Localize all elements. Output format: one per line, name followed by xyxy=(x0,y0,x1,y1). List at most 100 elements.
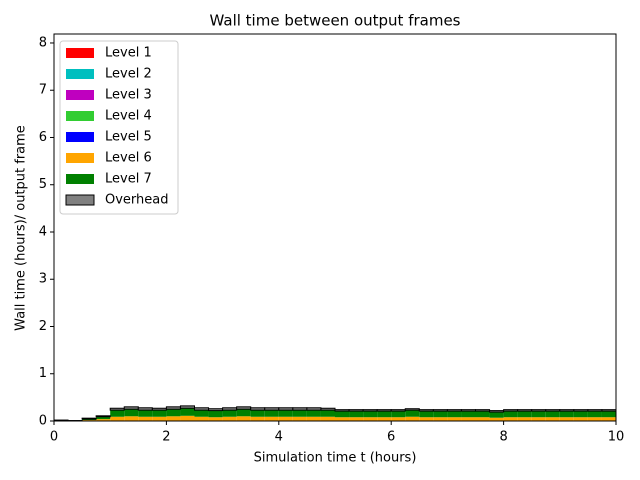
bar-segment xyxy=(96,416,111,420)
bar-segment xyxy=(278,410,293,417)
bar-segment xyxy=(349,411,364,418)
bar-segment xyxy=(503,417,518,421)
bar-segment xyxy=(96,419,111,421)
bar-segment xyxy=(587,417,602,421)
legend-label: Level 2 xyxy=(105,67,152,82)
bar-segment xyxy=(152,416,167,421)
bar-segment xyxy=(601,417,616,421)
legend-swatch xyxy=(66,132,94,142)
x-tick-label: 10 xyxy=(608,430,625,445)
bar-segment xyxy=(208,410,223,418)
bar-segment xyxy=(573,417,588,421)
bar-segment xyxy=(475,409,491,412)
bar-segment xyxy=(194,410,209,417)
bar-segment xyxy=(489,417,504,421)
x-tick-label: 6 xyxy=(387,430,395,445)
bar-segment xyxy=(278,407,294,411)
bar-segment xyxy=(334,409,350,412)
y-tick-label: 0 xyxy=(39,414,47,429)
bar-segment xyxy=(166,409,181,417)
bar-segment xyxy=(123,406,139,410)
bar-segment xyxy=(545,409,561,412)
bar-segment xyxy=(419,411,434,418)
bar-segment xyxy=(446,409,462,412)
bar-segment xyxy=(404,408,420,411)
bar-segment xyxy=(152,410,167,417)
bar-segment xyxy=(517,409,533,412)
bar-segment xyxy=(250,407,266,411)
bar-segment xyxy=(447,411,462,418)
plot-frame xyxy=(53,33,617,422)
bar-segment xyxy=(306,416,321,421)
bar-segment xyxy=(222,410,237,417)
y-tick-label: 4 xyxy=(39,224,47,239)
bar-segment xyxy=(320,410,335,417)
bar-segment xyxy=(573,411,588,418)
bar-segment xyxy=(489,412,504,418)
x-tick-label: 0 xyxy=(50,430,58,445)
bar-segment xyxy=(545,417,560,421)
bar-segment xyxy=(110,416,125,421)
legend-label: Level 5 xyxy=(105,130,152,145)
bar-segment xyxy=(349,417,364,421)
legend-label: Level 1 xyxy=(105,46,152,61)
bar-segment xyxy=(236,416,251,421)
bar-segment xyxy=(335,411,350,418)
bar-segment xyxy=(419,417,434,421)
bar-segment xyxy=(138,416,153,421)
x-tick-label: 8 xyxy=(499,430,507,445)
bar-segment xyxy=(137,407,153,411)
bar-segment xyxy=(124,416,139,421)
bar-segment xyxy=(517,417,532,421)
bar-segment xyxy=(179,405,195,409)
bar-segment xyxy=(376,409,392,412)
bar-segment xyxy=(545,411,560,418)
bar-segment xyxy=(405,416,420,421)
bar-segment xyxy=(405,410,420,417)
bar-segment xyxy=(180,415,195,421)
bar-segment xyxy=(362,409,378,412)
bar-segment xyxy=(292,410,307,417)
bar-segment xyxy=(531,411,546,418)
legend-label: Level 7 xyxy=(105,172,152,187)
legend-label: Level 4 xyxy=(105,109,152,124)
bar-segment xyxy=(292,407,308,411)
bar-segment xyxy=(138,410,153,417)
x-tick-label: 2 xyxy=(162,430,170,445)
legend-swatch xyxy=(66,111,94,121)
y-tick-label: 2 xyxy=(39,319,47,334)
y-tick-label: 3 xyxy=(39,272,47,287)
bar-segment xyxy=(166,416,181,421)
bar-segment xyxy=(250,410,265,417)
bar-segment xyxy=(222,407,238,411)
bar-segment xyxy=(531,417,546,421)
bar-segment xyxy=(377,417,392,421)
legend-swatch xyxy=(66,174,94,184)
bar-segment xyxy=(320,416,335,421)
bar-segment xyxy=(601,409,617,412)
bar-segment xyxy=(151,407,167,411)
bar-segment xyxy=(250,416,265,421)
bar-segment xyxy=(110,410,125,417)
legend-swatch xyxy=(66,69,94,79)
legend-swatch xyxy=(66,90,94,100)
y-tick-label: 6 xyxy=(39,130,47,145)
bar-segment xyxy=(320,407,336,411)
bar-segment xyxy=(559,411,574,418)
legend-label: Level 3 xyxy=(105,88,152,103)
bar-segment xyxy=(587,409,603,412)
y-tick-label: 7 xyxy=(39,83,47,98)
legend-swatch xyxy=(66,48,94,58)
bar-segment xyxy=(601,411,616,418)
y-axis-label: Wall time (hours)/ output frame xyxy=(14,125,29,331)
bar-segment xyxy=(165,406,181,410)
bar-segment xyxy=(264,407,280,411)
bar-segment xyxy=(587,411,602,418)
bar-segment xyxy=(475,417,490,421)
bar-segment xyxy=(573,409,589,412)
bar-segment xyxy=(194,416,209,421)
bar-segment xyxy=(264,410,279,417)
bar-segment xyxy=(363,411,378,418)
bar-segment xyxy=(559,417,574,421)
bar-segment xyxy=(292,416,307,421)
